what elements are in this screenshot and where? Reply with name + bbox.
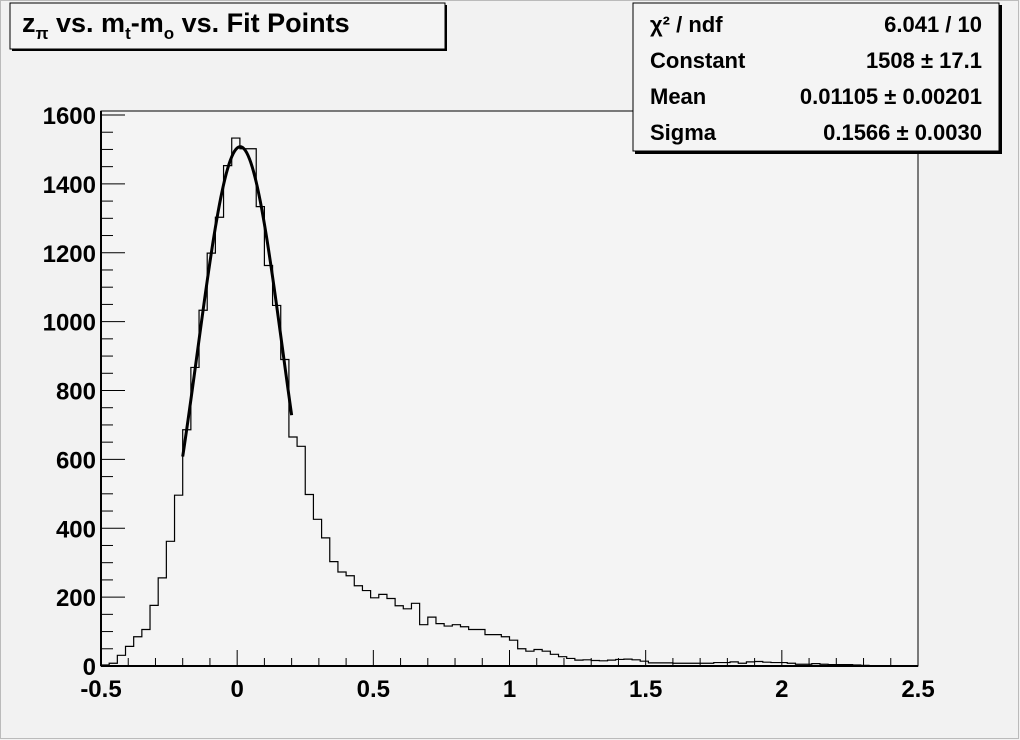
stats-value: 6.041 / 10 — [884, 12, 982, 37]
axes: -0.5 0 0.5 1 1.5 2 2.5020040060080010001200140… — [43, 103, 935, 703]
x-tick-label: 1 — [503, 676, 516, 703]
y-tick-label: 1200 — [43, 241, 96, 268]
y-tick-label: 200 — [56, 585, 96, 612]
x-tick-label: 2 — [775, 676, 788, 703]
x-tick-label: -0.5 — [80, 676, 121, 703]
x-tick-label: 2.5 — [901, 676, 934, 703]
chart-title: zπ vs. mt-mo vs. Fit Points — [22, 8, 350, 43]
y-tick-label: 600 — [56, 447, 96, 474]
y-tick-label: 800 — [56, 379, 96, 406]
stats-label: Constant — [650, 48, 746, 73]
stats-label: Mean — [650, 84, 706, 109]
plot-frame — [100, 110, 919, 667]
x-tick-label: 0 — [230, 676, 243, 703]
stats-value: 0.01105 ± 0.00201 — [800, 84, 982, 109]
y-tick-label: 1600 — [43, 103, 96, 130]
stats-label: Sigma — [650, 120, 717, 145]
y-tick-label: 1000 — [43, 310, 96, 337]
stats-value: 1508 ± 17.1 — [866, 48, 982, 73]
stats-label: χ² / ndf — [650, 12, 723, 37]
y-tick-label: 400 — [56, 516, 96, 543]
y-tick-label: 1400 — [43, 172, 96, 199]
title-box: zπ vs. mt-mo vs. Fit Points — [9, 2, 447, 51]
y-tick-label: 0 — [83, 654, 96, 681]
gaussian-fit-curve — [181, 145, 294, 457]
x-tick-label: 1.5 — [629, 676, 662, 703]
x-tick-label: 0.5 — [357, 676, 390, 703]
stats-box: χ² / ndf 6.041 / 10 Constant 1508 ± 17.1 Mea… — [632, 2, 1002, 154]
stats-value: 0.1566 ± 0.0030 — [823, 120, 982, 145]
